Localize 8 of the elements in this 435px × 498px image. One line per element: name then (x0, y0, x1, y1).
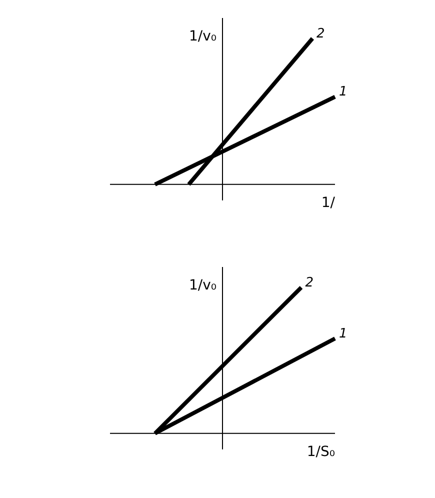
y-axis-title: 1/v₀ (188, 278, 217, 294)
series-label: 2 (316, 26, 325, 42)
y-axis-title: 1/v₀ (188, 28, 217, 45)
series-label: 1 (339, 84, 348, 100)
series-label: 1 (339, 326, 348, 342)
x-axis-title: 1/S₀ (306, 444, 336, 460)
series-label: 2 (305, 275, 314, 290)
x-axis-title: 1/ (321, 195, 336, 212)
